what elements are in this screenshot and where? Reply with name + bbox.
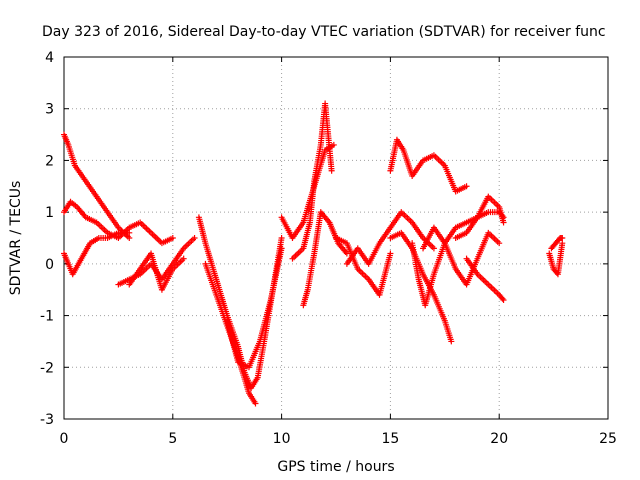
data-point <box>559 240 566 247</box>
y-tick-label: -3 <box>40 412 54 428</box>
y-axis-label: SDTVAR / TECUs <box>8 181 24 296</box>
data-series-layer <box>61 100 566 407</box>
x-tick-label: 0 <box>60 431 69 447</box>
series-track-11 <box>300 209 350 309</box>
y-tick-label: 0 <box>45 257 54 273</box>
data-point <box>252 400 259 407</box>
data-point <box>169 235 176 241</box>
x-tick-label: 20 <box>490 431 508 447</box>
y-tick-label: 2 <box>45 153 54 169</box>
data-point <box>499 295 506 302</box>
series-track-21 <box>548 235 566 252</box>
y-tick-label: 1 <box>45 205 54 221</box>
series-track-2 <box>61 198 176 247</box>
data-point <box>496 240 503 247</box>
x-tick-label: 10 <box>273 431 291 447</box>
data-point <box>559 235 566 241</box>
data-point <box>278 245 285 252</box>
data-point <box>328 167 335 174</box>
data-point <box>126 235 133 241</box>
chart-title: Day 323 of 2016, Sidereal Day-to-day VTE… <box>42 24 606 40</box>
series-track-12 <box>333 235 394 298</box>
y-axis-tick-labels: -3 -2 -1 0 1 2 3 4 <box>40 50 54 428</box>
series-track-3 <box>61 229 133 278</box>
series-track-14 <box>387 136 470 195</box>
data-point <box>387 250 394 257</box>
x-tick-label: 5 <box>168 431 177 447</box>
series-track-13 <box>343 209 437 267</box>
x-axis-label: GPS time / hours <box>277 459 394 475</box>
data-point <box>191 235 198 241</box>
data-point <box>430 245 437 252</box>
data-point <box>180 255 187 262</box>
data-point <box>500 219 507 226</box>
y-tick-label: -2 <box>40 360 54 376</box>
series-track-16 <box>409 209 507 309</box>
data-point <box>126 229 133 236</box>
y-tick-label: 3 <box>45 102 54 118</box>
data-point <box>500 297 507 304</box>
x-axis-ticks <box>63 57 609 419</box>
x-axis-tick-labels: 0 5 10 15 20 25 <box>60 431 617 447</box>
y-gridlines <box>64 108 608 368</box>
data-point <box>278 235 285 241</box>
plot-frame <box>63 56 609 420</box>
series-track-1 <box>61 131 133 241</box>
y-tick-label: 4 <box>45 50 54 66</box>
series-track-19 <box>463 255 507 304</box>
series-track-18 <box>452 193 507 241</box>
x-tick-label: 25 <box>599 431 617 447</box>
x-tick-label: 15 <box>381 431 399 447</box>
data-point <box>448 338 455 345</box>
series-track-8 <box>224 245 285 371</box>
series-track-10 <box>289 100 335 262</box>
series-track-20 <box>546 240 566 278</box>
data-point <box>463 183 470 190</box>
y-tick-label: -1 <box>40 309 54 325</box>
series-track-5 <box>126 250 187 293</box>
